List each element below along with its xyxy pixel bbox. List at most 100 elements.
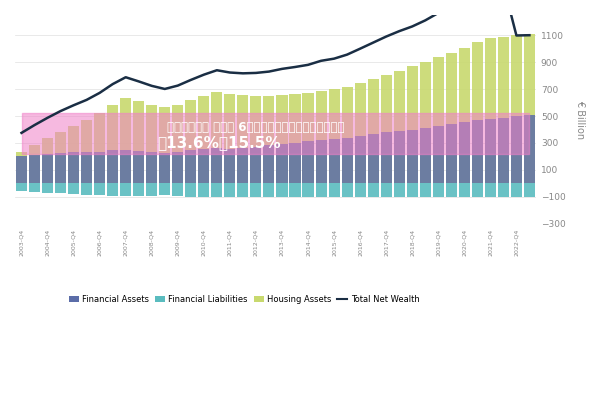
Bar (55, 153, 66, 183)
Bar (368, 78, 379, 183)
Bar (420, 62, 431, 183)
Bar (355, 83, 365, 183)
Bar (185, 100, 196, 183)
Bar (133, 151, 144, 183)
Bar (498, 118, 509, 183)
Bar (433, 57, 444, 183)
Bar (368, 183, 379, 197)
Bar (120, 150, 131, 183)
Bar (238, 95, 248, 183)
Bar (394, 183, 405, 197)
Bar (355, 183, 365, 197)
Bar (277, 183, 287, 197)
Bar (238, 148, 248, 183)
Bar (199, 183, 209, 197)
Bar (316, 91, 326, 183)
Bar (159, 153, 170, 183)
Bar (263, 96, 274, 183)
Bar (68, 126, 79, 183)
Bar (524, 34, 535, 183)
Bar (380, 74, 392, 183)
Bar (146, 183, 157, 196)
Bar (302, 94, 314, 183)
Bar (407, 66, 418, 183)
Bar (472, 120, 483, 183)
Bar (472, 183, 483, 197)
Bar (55, 183, 66, 193)
Bar (16, 156, 27, 183)
Bar (420, 128, 431, 183)
Bar (511, 116, 522, 183)
Bar (146, 152, 157, 183)
Legend: Financial Assets, Financial Liabilities, Housing Assets, Total Net Wealth: Financial Assets, Financial Liabilities,… (65, 292, 423, 307)
Bar (55, 132, 66, 183)
Bar (211, 148, 223, 183)
Bar (433, 126, 444, 183)
Bar (316, 183, 326, 197)
Text: 候13.6%、15.5%: 候13.6%、15.5% (158, 135, 281, 150)
Bar (159, 107, 170, 183)
Bar (172, 152, 184, 183)
Bar (107, 150, 118, 183)
Bar (368, 134, 379, 183)
Bar (433, 183, 444, 197)
Bar (68, 152, 79, 183)
Bar (394, 70, 405, 183)
Bar (211, 183, 223, 197)
Bar (446, 53, 457, 183)
Bar (459, 122, 470, 183)
Bar (511, 183, 522, 197)
Bar (250, 96, 262, 183)
Bar (159, 183, 170, 195)
Bar (277, 95, 287, 183)
Bar (211, 92, 223, 183)
Bar (94, 183, 105, 195)
Bar (224, 94, 235, 183)
Bar (146, 104, 157, 183)
Bar (172, 104, 184, 183)
Bar (524, 115, 535, 183)
Bar (185, 150, 196, 183)
Bar (250, 183, 262, 197)
Bar (459, 48, 470, 183)
Bar (185, 183, 196, 196)
Bar (420, 183, 431, 197)
Bar (459, 183, 470, 197)
Bar (120, 183, 131, 196)
Bar (16, 152, 27, 183)
Bar (107, 104, 118, 183)
Bar (29, 155, 40, 183)
Bar (524, 183, 535, 197)
Bar (302, 183, 314, 197)
Bar (133, 100, 144, 183)
Text: 九江股票配资 央行： 6月份泪深日均交易量环比分别减: 九江股票配资 央行： 6月份泪深日均交易量环比分别减 (167, 121, 344, 134)
Bar (42, 138, 53, 183)
Bar (446, 124, 457, 183)
Bar (29, 183, 40, 192)
Bar (407, 183, 418, 197)
Bar (289, 183, 301, 197)
Bar (94, 113, 105, 183)
Bar (289, 143, 301, 183)
Bar (289, 94, 301, 183)
Bar (199, 149, 209, 183)
Bar (485, 119, 496, 183)
Bar (329, 139, 340, 183)
Bar (16, 183, 27, 191)
Bar (329, 183, 340, 197)
Bar (407, 130, 418, 183)
Bar (302, 141, 314, 183)
Bar (94, 152, 105, 183)
Bar (120, 98, 131, 183)
Bar (380, 183, 392, 197)
Bar (263, 183, 274, 197)
Bar (68, 183, 79, 194)
Bar (81, 183, 92, 194)
Bar (341, 183, 353, 197)
Bar (263, 146, 274, 183)
Bar (380, 132, 392, 183)
Bar (341, 87, 353, 183)
Bar (172, 183, 184, 196)
Bar (238, 183, 248, 197)
Bar (133, 183, 144, 196)
